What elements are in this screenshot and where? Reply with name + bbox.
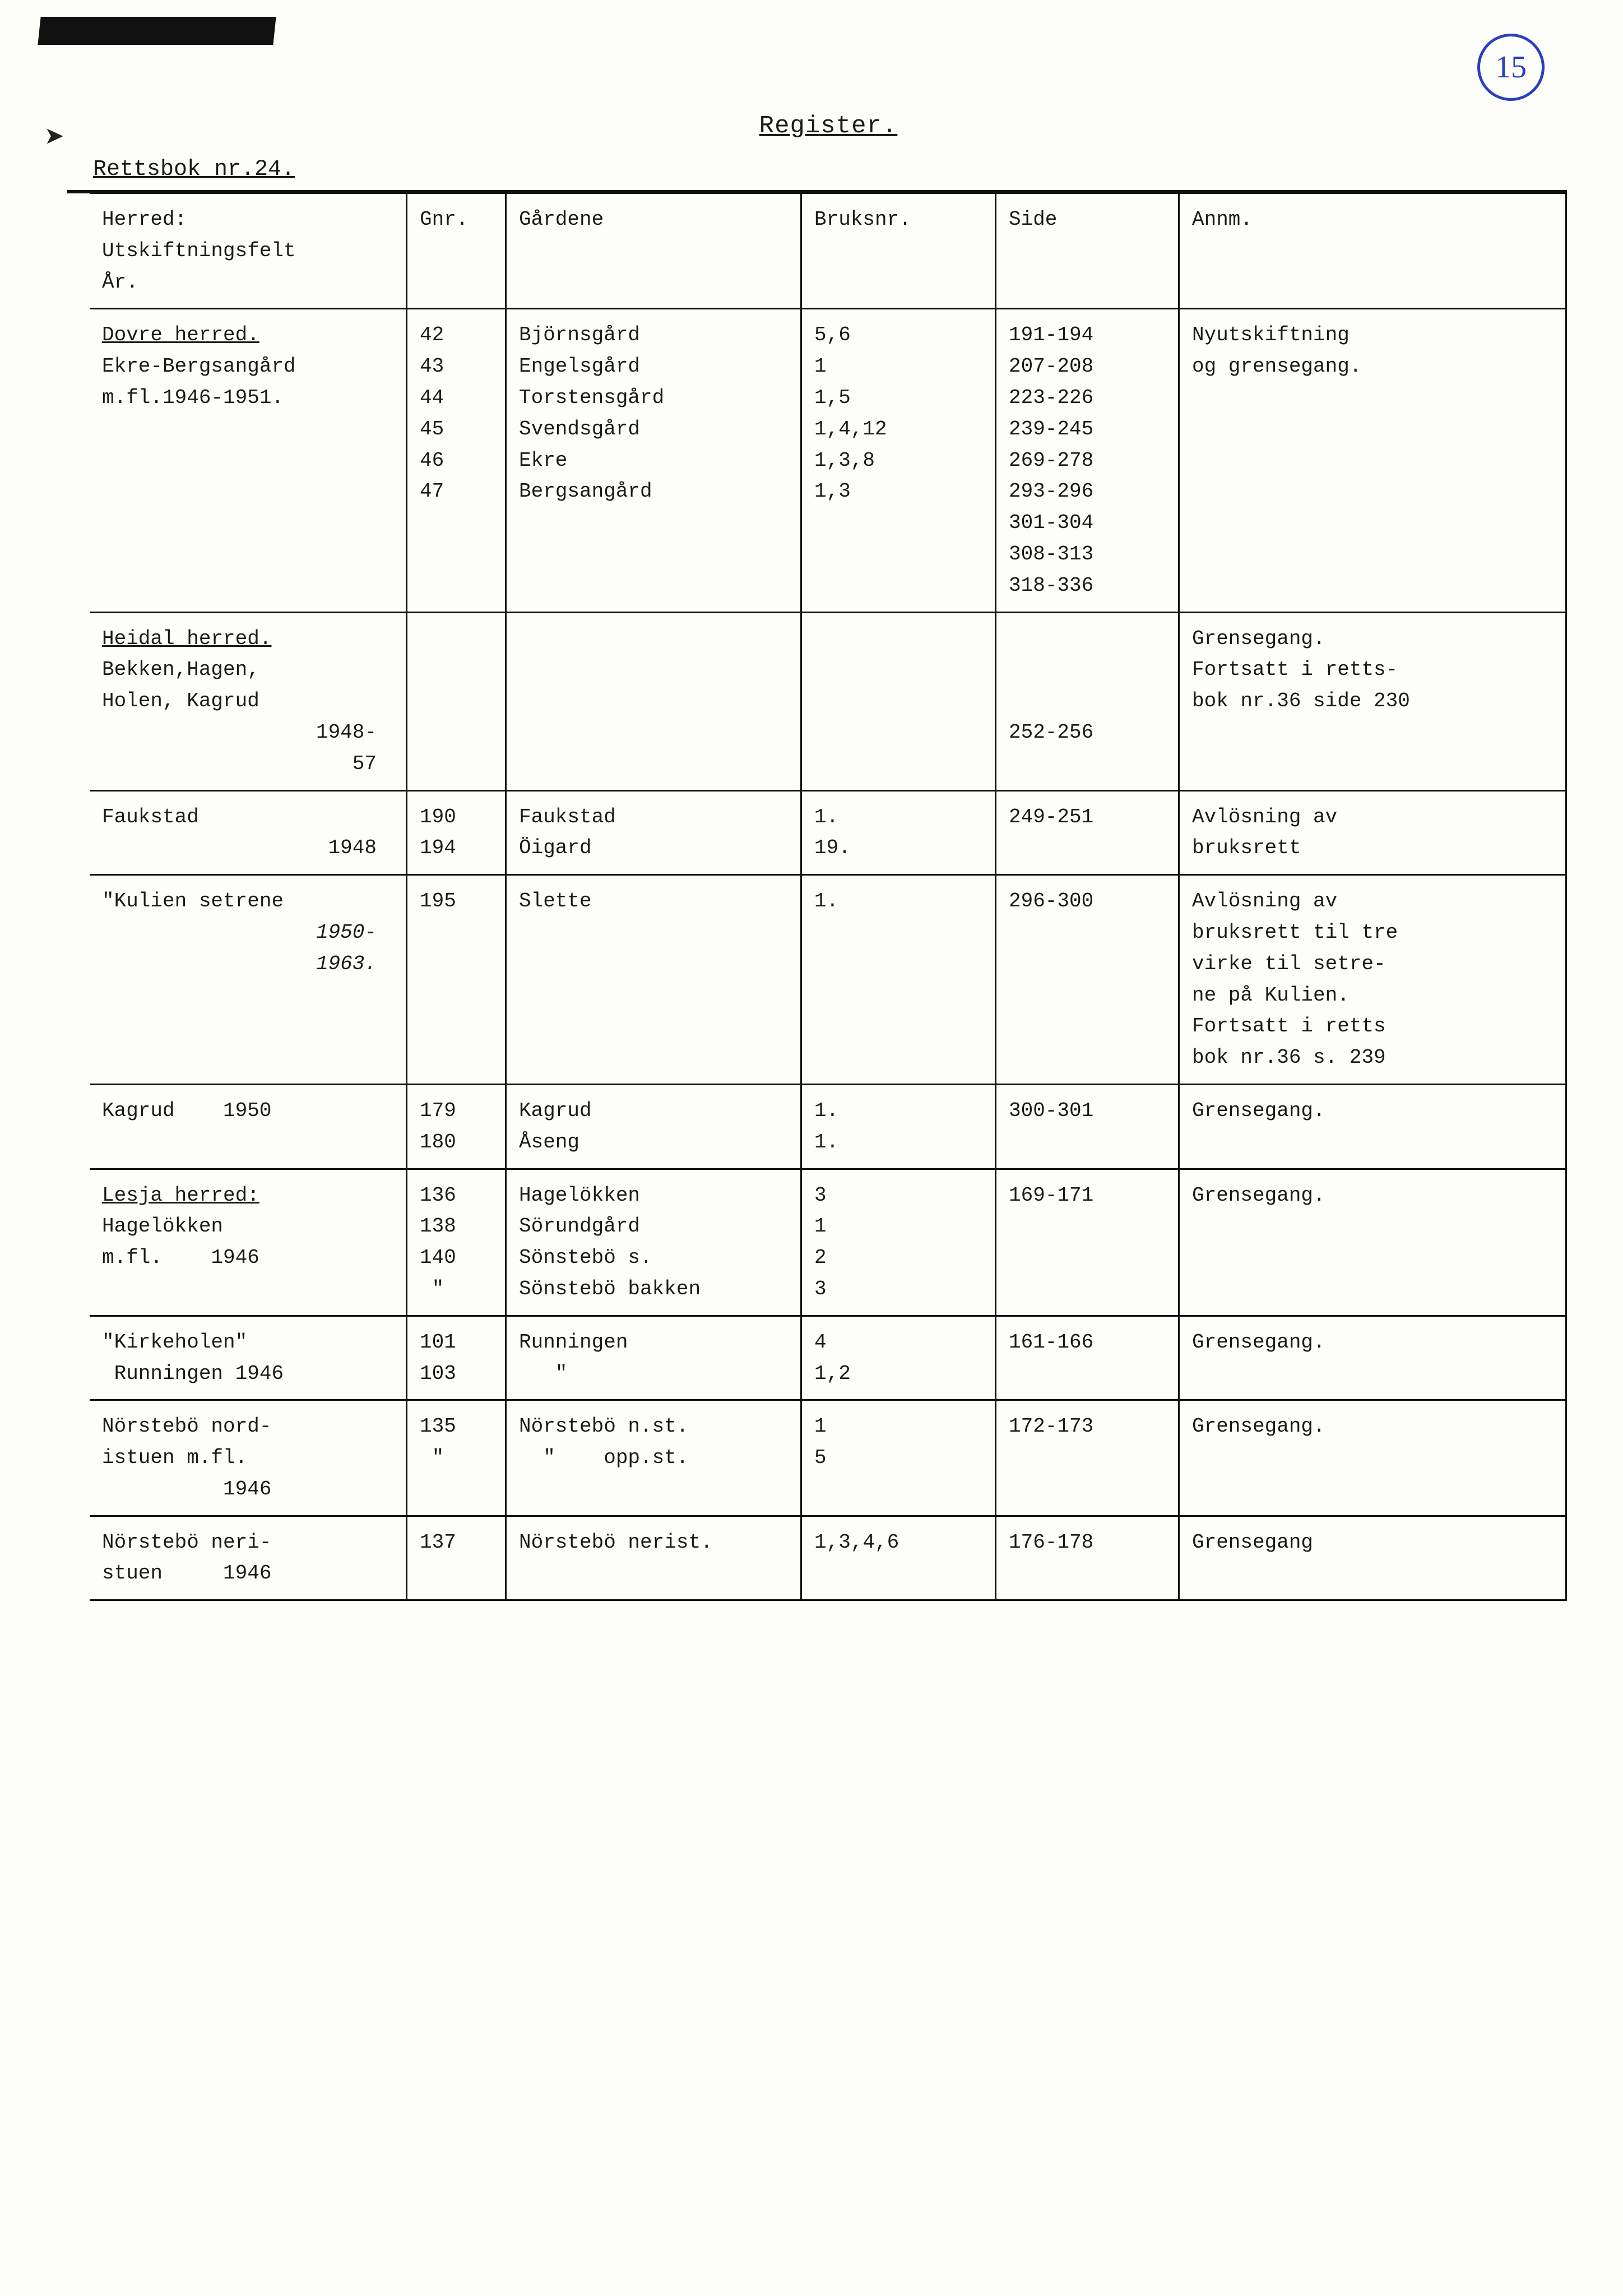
cell-annm: Grensegang. <box>1179 1316 1566 1400</box>
cell-gardene: Faukstad Öigard <box>506 790 801 875</box>
cell-side: 169-171 <box>996 1169 1179 1316</box>
cell-gnr: 135 " <box>407 1400 506 1516</box>
herred-detail: Bekken,Hagen, Holen, Kagrud <box>102 654 393 717</box>
rettsbok-subtitle: Rettsbok nr.24. <box>93 157 1567 182</box>
cell-annm: Nyutskiftning og grensegang. <box>1179 309 1566 612</box>
herred-name: Dovre herred. <box>102 320 393 351</box>
table-row: Heidal herred. Bekken,Hagen, Holen, Kagr… <box>90 612 1566 790</box>
herred-name: Heidal herred. <box>102 623 393 655</box>
cell-herred: Nörstebö nord- istuen m.fl. 1946 <box>90 1400 407 1516</box>
cell-side: 252-256 <box>996 612 1179 790</box>
col-header-annm: Annm. <box>1179 193 1566 309</box>
herred-detail: "Kulien setrene <box>102 886 393 917</box>
cell-bruksnr: 1. 19. <box>801 790 996 875</box>
cell-annm: Grensegang. <box>1179 1169 1566 1316</box>
table-row: Lesja herred: Hagelökken m.fl. 1946 136 … <box>90 1169 1566 1316</box>
herred-years: 1950- 1963. <box>102 917 393 980</box>
cell-side: 172-173 <box>996 1400 1179 1516</box>
cell-gardene: Hagelökken Sörundgård Sönstebö s. Sönste… <box>506 1169 801 1316</box>
cell-bruksnr: 5,6 1 1,5 1,4,12 1,3,8 1,3 <box>801 309 996 612</box>
cell-bruksnr: 3 1 2 3 <box>801 1169 996 1316</box>
cell-gardene: Runningen " <box>506 1316 801 1400</box>
cell-gnr: 136 138 140 " <box>407 1169 506 1316</box>
cell-gardene <box>506 612 801 790</box>
cell-gnr: 101 103 <box>407 1316 506 1400</box>
cell-annm: Avlösning av bruksrett <box>1179 790 1566 875</box>
register-table: Herred: Utskiftningsfelt År. Gnr. Gården… <box>90 192 1567 1601</box>
page-number-circle: 15 <box>1477 34 1545 101</box>
cell-gardene: Nörstebö n.st. " opp.st. <box>506 1400 801 1516</box>
herred-years: 1948 <box>102 832 393 864</box>
cell-bruksnr: 1,3,4,6 <box>801 1516 996 1600</box>
header-row: Herred: Utskiftningsfelt År. Gnr. Gården… <box>90 193 1566 309</box>
cell-gnr: 195 <box>407 875 506 1085</box>
table-body: Dovre herred. Ekre-Bergsangård m.fl.1946… <box>90 309 1566 1600</box>
herred-detail: Hagelökken m.fl. 1946 <box>102 1211 393 1274</box>
col-header-side: Side <box>996 193 1179 309</box>
cell-annm: Grensegang <box>1179 1516 1566 1600</box>
table-row: Dovre herred. Ekre-Bergsangård m.fl.1946… <box>90 309 1566 612</box>
herred-years: 1948- 57 <box>102 717 393 780</box>
cell-herred: Kagrud 1950 <box>90 1084 407 1169</box>
table-row: "Kulien setrene 1950- 1963. 195 Slette 1… <box>90 875 1566 1085</box>
page-number: 15 <box>1495 49 1527 85</box>
cell-herred: Dovre herred. Ekre-Bergsangård m.fl.1946… <box>90 309 407 612</box>
cell-gnr: 179 180 <box>407 1084 506 1169</box>
cell-bruksnr: 4 1,2 <box>801 1316 996 1400</box>
col-header-gardene: Gårdene <box>506 193 801 309</box>
cell-gardene: Nörstebö nerist. <box>506 1516 801 1600</box>
col-header-herred: Herred: Utskiftningsfelt År. <box>90 193 407 309</box>
cell-side: 161-166 <box>996 1316 1179 1400</box>
cell-side: 191-194 207-208 223-226 239-245 269-278 … <box>996 309 1179 612</box>
herred-detail: Faukstad <box>102 806 199 828</box>
cell-herred: "Kirkeholen" Runningen 1946 <box>90 1316 407 1400</box>
cell-annm: Grensegang. <box>1179 1400 1566 1516</box>
table-row: Faukstad 1948 190 194 Faukstad Öigard 1.… <box>90 790 1566 875</box>
table-row: Nörstebö nord- istuen m.fl. 1946 135 " N… <box>90 1400 1566 1516</box>
cell-annm: Avlösning av bruksrett til tre virke til… <box>1179 875 1566 1085</box>
scan-artifact-bar <box>38 17 276 45</box>
cell-bruksnr: 1. <box>801 875 996 1085</box>
cell-side: 296-300 <box>996 875 1179 1085</box>
cell-gnr: 190 194 <box>407 790 506 875</box>
cell-annm: Grensegang. <box>1179 1084 1566 1169</box>
table-row: Nörstebö neri- stuen 1946 137 Nörstebö n… <box>90 1516 1566 1600</box>
table-row: "Kirkeholen" Runningen 1946 101 103 Runn… <box>90 1316 1566 1400</box>
cell-bruksnr: 1. 1. <box>801 1084 996 1169</box>
cell-herred: Nörstebö neri- stuen 1946 <box>90 1516 407 1600</box>
herred-name: Lesja herred: <box>102 1180 393 1211</box>
cell-bruksnr: 1 5 <box>801 1400 996 1516</box>
register-title: Register. <box>90 112 1567 140</box>
herred-detail: Ekre-Bergsangård m.fl.1946-1951. <box>102 351 393 414</box>
scan-artifact-mark: ➤ <box>45 118 65 159</box>
cell-gardene: Björnsgård Engelsgård Torstensgård Svend… <box>506 309 801 612</box>
cell-gardene: Kagrud Åseng <box>506 1084 801 1169</box>
table-row: Kagrud 1950 179 180 Kagrud Åseng 1. 1. 3… <box>90 1084 1566 1169</box>
table-head: Herred: Utskiftningsfelt År. Gnr. Gården… <box>90 193 1566 309</box>
cell-gnr: 137 <box>407 1516 506 1600</box>
document-page: ➤ 15 Register. Rettsbok nr.24. Herred: U… <box>0 0 1623 2296</box>
cell-annm: Grensegang. Fortsatt i retts- bok nr.36 … <box>1179 612 1566 790</box>
col-header-gnr: Gnr. <box>407 193 506 309</box>
cell-side: 300-301 <box>996 1084 1179 1169</box>
cell-side: 176-178 <box>996 1516 1179 1600</box>
cell-gardene: Slette <box>506 875 801 1085</box>
cell-side: 249-251 <box>996 790 1179 875</box>
cell-herred: Faukstad 1948 <box>90 790 407 875</box>
col-header-bruksnr: Bruksnr. <box>801 193 996 309</box>
cell-bruksnr <box>801 612 996 790</box>
cell-gnr <box>407 612 506 790</box>
cell-herred: Heidal herred. Bekken,Hagen, Holen, Kagr… <box>90 612 407 790</box>
cell-gnr: 42 43 44 45 46 47 <box>407 309 506 612</box>
cell-herred: "Kulien setrene 1950- 1963. <box>90 875 407 1085</box>
cell-herred: Lesja herred: Hagelökken m.fl. 1946 <box>90 1169 407 1316</box>
